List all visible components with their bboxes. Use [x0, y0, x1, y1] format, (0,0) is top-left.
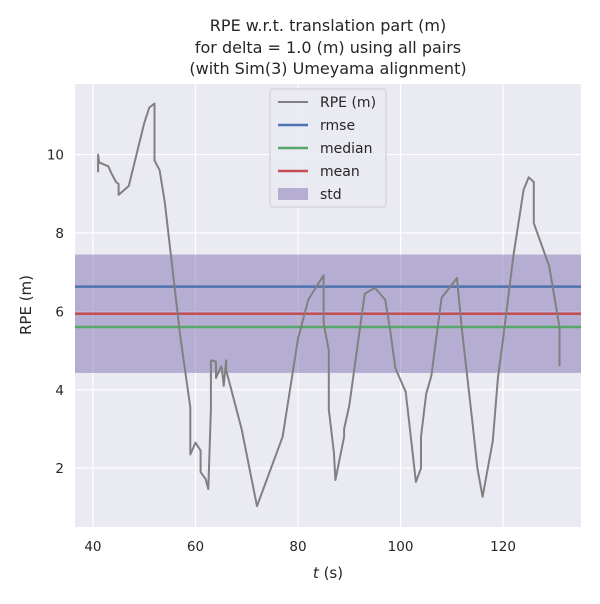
legend-box — [269, 88, 387, 208]
legend-label: std — [320, 187, 342, 203]
x-tick-label: 60 — [187, 539, 204, 555]
chart-title-line-3: (with Sim(3) Umeyama alignment) — [189, 59, 466, 78]
legend: RPE (m) rmse median mean std — [269, 88, 387, 208]
y-tick-label: 4 — [55, 383, 64, 399]
x-tick-label: 100 — [388, 539, 414, 555]
y-tick-label: 8 — [55, 226, 64, 242]
chart-title-line-1: RPE w.r.t. translation part (m) — [210, 16, 446, 35]
y-tick-label: 10 — [47, 148, 64, 164]
x-tick-labels: 40 60 80 100 120 — [84, 539, 516, 555]
rpe-series-line — [97, 102, 561, 508]
x-axis-label: t (s) — [313, 564, 343, 582]
y-tick-label: 2 — [55, 461, 64, 477]
legend-std-swatch — [278, 188, 308, 200]
x-axis-label-unit: (s) — [319, 564, 343, 582]
y-tick-label: 6 — [55, 304, 64, 320]
stat-lines — [75, 285, 581, 329]
x-axis-label-var: t — [313, 564, 320, 582]
x-tick-label: 80 — [289, 539, 306, 555]
chart-title-line-2: for delta = 1.0 (m) using all pairs — [195, 38, 461, 57]
x-tick-label: 40 — [84, 539, 101, 555]
legend-label: RPE (m) — [320, 95, 376, 111]
x-tick-label: 120 — [490, 539, 516, 555]
legend-label: median — [320, 141, 372, 157]
y-tick-labels: 2 4 6 8 10 — [47, 148, 64, 478]
legend-label: mean — [320, 164, 360, 180]
y-axis-label: RPE (m) — [17, 275, 35, 335]
legend-label: rmse — [320, 118, 355, 134]
